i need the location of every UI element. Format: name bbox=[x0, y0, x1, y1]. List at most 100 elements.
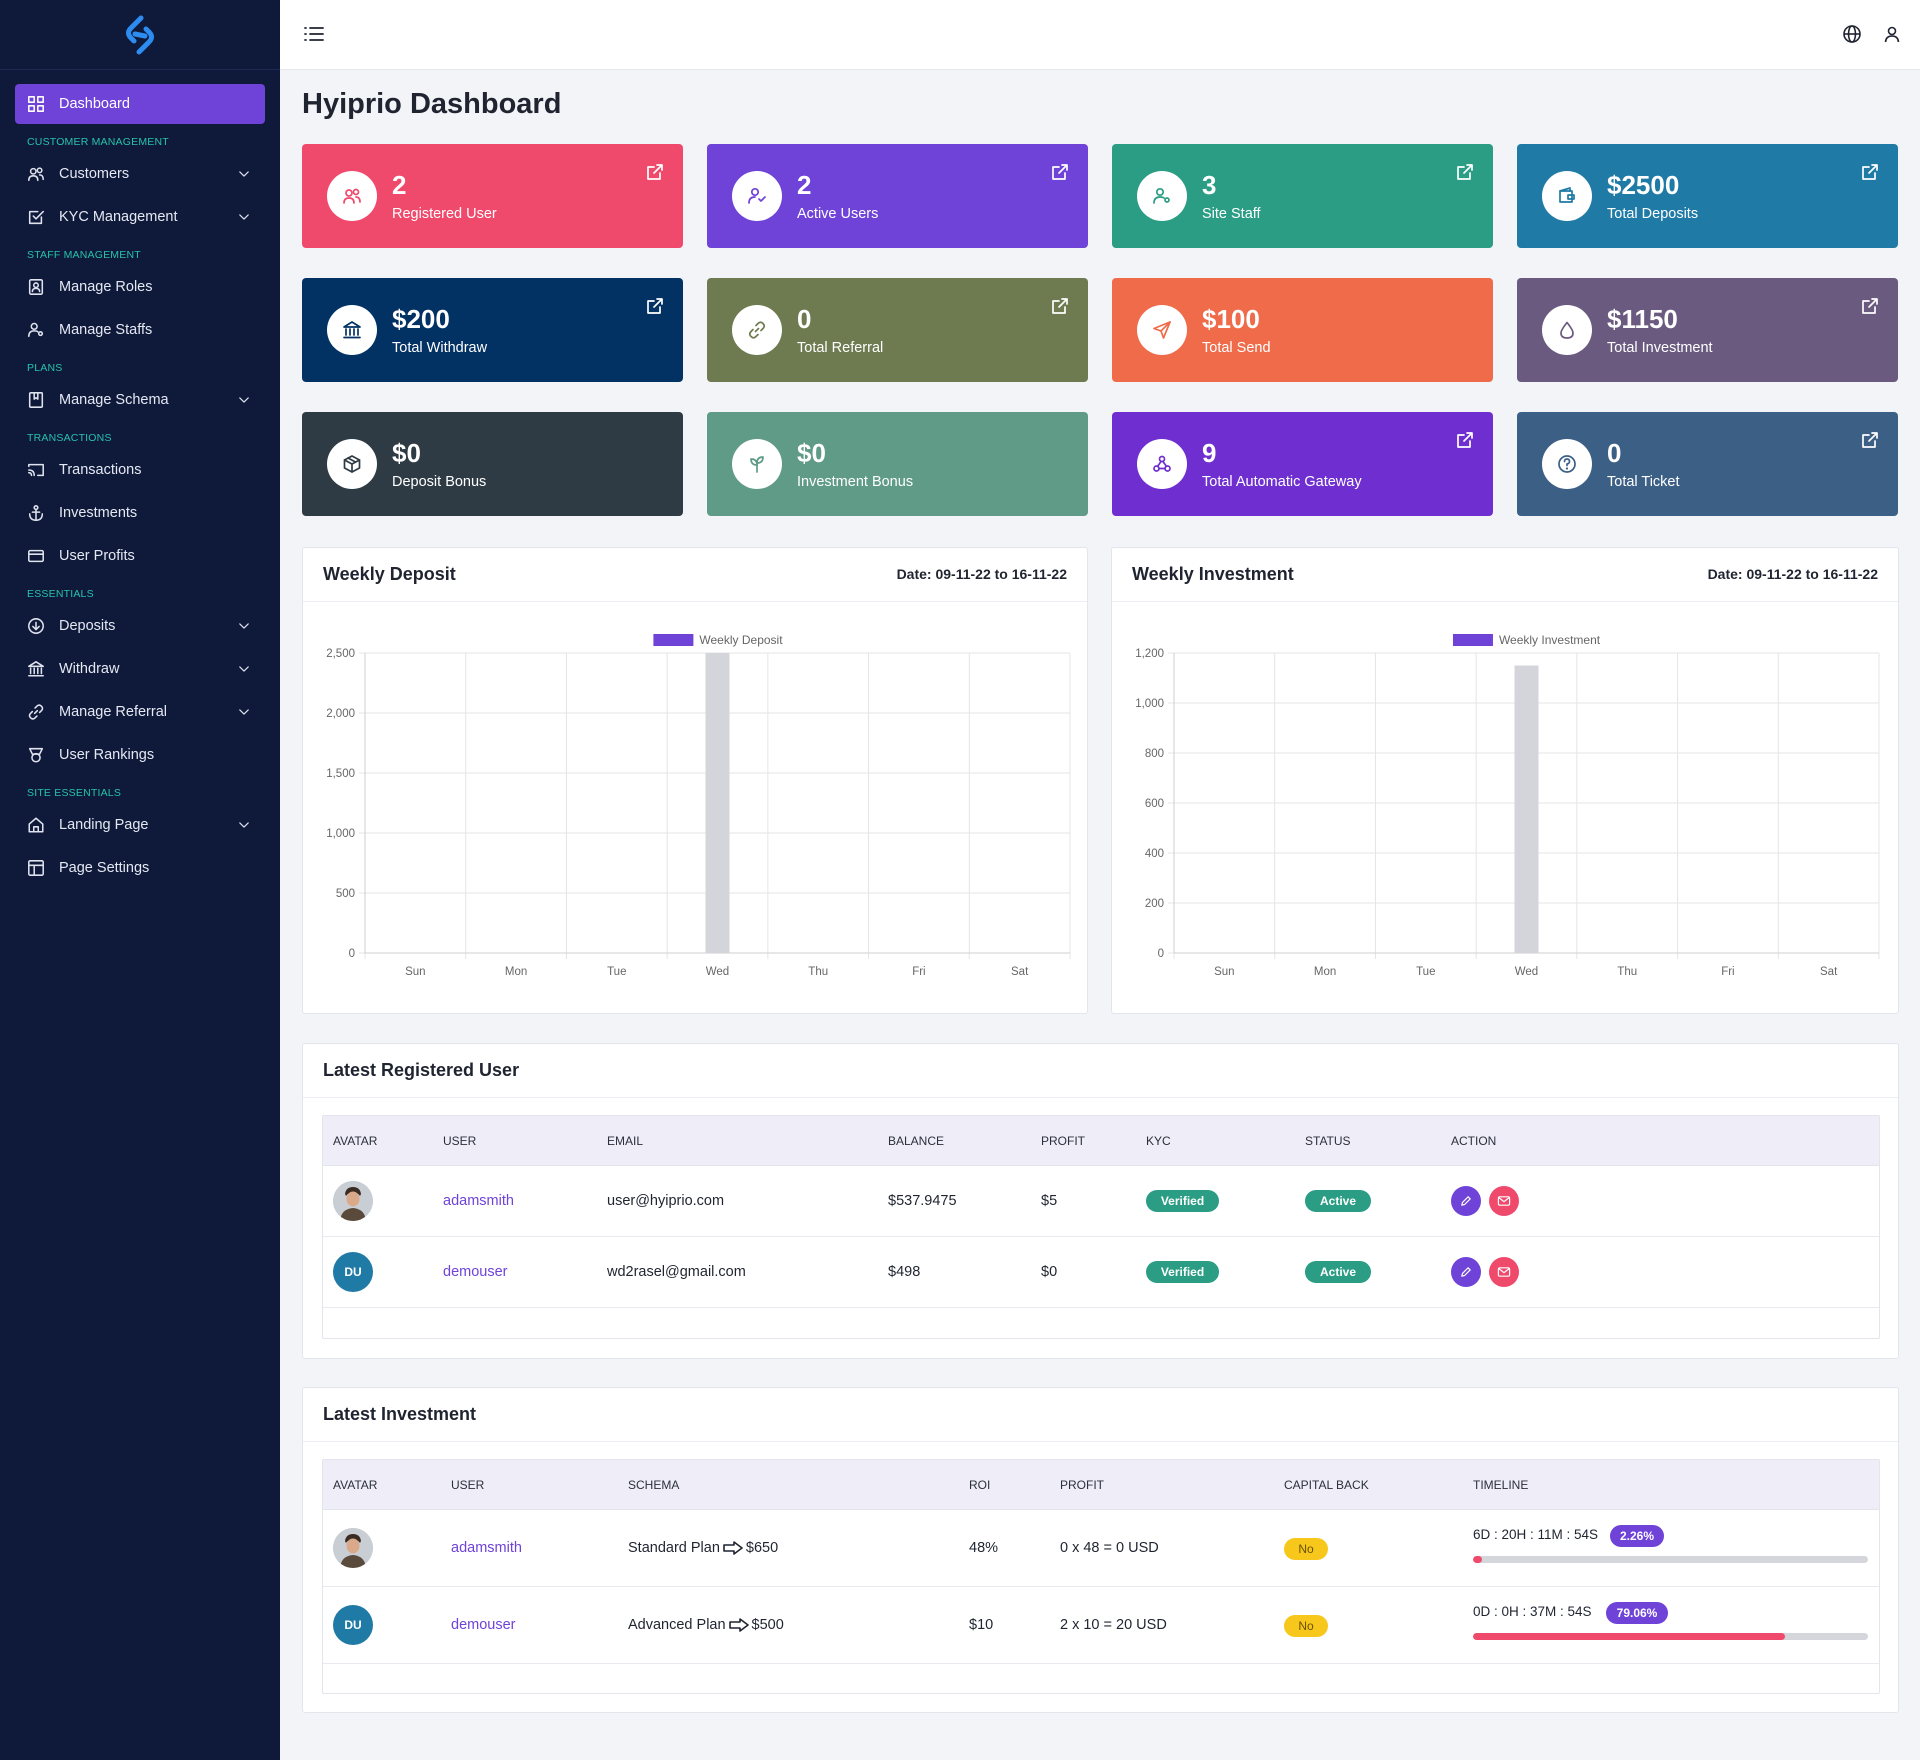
profit-cell: $0 bbox=[1041, 1264, 1058, 1280]
table-row: adamsmith user@hyiprio.com $537.9475 $5 … bbox=[323, 1166, 1879, 1237]
bank-icon bbox=[27, 660, 45, 678]
x-tick-label: Mon bbox=[1314, 966, 1336, 978]
capital-back-badge: No bbox=[1284, 1615, 1328, 1637]
sidebar-item-manage-roles[interactable]: Manage Roles bbox=[15, 267, 265, 307]
y-tick-label: 1,200 bbox=[1135, 648, 1164, 660]
edit-button[interactable] bbox=[1451, 1186, 1481, 1216]
external-link-icon[interactable] bbox=[645, 162, 665, 187]
kyc-badge: Verified bbox=[1146, 1190, 1219, 1212]
x-tick-label: Wed bbox=[706, 966, 729, 978]
stat-value: 2 bbox=[797, 170, 812, 200]
capital-back-badge: No bbox=[1284, 1538, 1328, 1560]
external-link-icon[interactable] bbox=[1455, 162, 1475, 187]
logo[interactable] bbox=[0, 0, 280, 70]
user-profile-icon[interactable] bbox=[1882, 24, 1902, 49]
weekly-investment-chart: Weekly Investment 0 200 400 600 800 1,000 1,200… bbox=[1135, 633, 1880, 978]
user-link[interactable]: demouser bbox=[451, 1617, 516, 1633]
external-link-icon[interactable] bbox=[1860, 162, 1880, 187]
anchor-icon bbox=[27, 504, 45, 522]
edit-button[interactable] bbox=[1451, 1257, 1481, 1287]
sidebar-item-label: Deposits bbox=[59, 618, 116, 634]
credit-card-icon bbox=[27, 547, 45, 565]
external-link-icon[interactable] bbox=[1860, 430, 1880, 455]
column-header: PROFIT bbox=[1041, 1134, 1085, 1148]
box-icon bbox=[327, 439, 377, 489]
schema-name: Advanced Plan bbox=[628, 1617, 726, 1633]
stat-value: 2 bbox=[392, 170, 407, 200]
table-row: DU demouser wd2rasel@gmail.com $498 $0 V… bbox=[323, 1237, 1879, 1308]
home-icon bbox=[27, 816, 45, 834]
weekly-investment-date: Date: 09-11-22 to 16-11-22 bbox=[1707, 566, 1878, 582]
stat-card-total-deposits: $2500 Total Deposits bbox=[1517, 144, 1898, 248]
sidebar-item-page-settings[interactable]: Page Settings bbox=[15, 848, 265, 888]
x-tick-label: Fri bbox=[1721, 966, 1734, 978]
stat-value: $0 bbox=[392, 438, 421, 468]
avatar bbox=[333, 1528, 373, 1568]
progress-bar-fill bbox=[1473, 1633, 1786, 1640]
topbar bbox=[280, 0, 1920, 70]
user-link[interactable]: adamsmith bbox=[443, 1193, 514, 1209]
sidebar-item-deposits[interactable]: Deposits bbox=[15, 606, 265, 646]
sidebar-section-label: CUSTOMER MANAGEMENT bbox=[27, 136, 169, 148]
external-link-icon[interactable] bbox=[1050, 296, 1070, 321]
external-link-icon[interactable] bbox=[1455, 430, 1475, 455]
sidebar-item-manage-staffs[interactable]: Manage Staffs bbox=[15, 310, 265, 350]
stat-label: Total Deposits bbox=[1607, 206, 1699, 222]
stat-label: Investment Bonus bbox=[797, 474, 914, 490]
external-link-icon[interactable] bbox=[1860, 296, 1880, 321]
sidebar-item-investments[interactable]: Investments bbox=[15, 493, 265, 533]
sidebar-item-manage-referral[interactable]: Manage Referral bbox=[15, 692, 265, 732]
grid-icon bbox=[27, 95, 45, 113]
users-table-header: AVATAR USER EMAIL BALANCE PROFIT KYC STATUS ACT… bbox=[323, 1116, 1879, 1166]
stat-value: 0 bbox=[1607, 438, 1622, 468]
sidebar: Dashboard CUSTOMER MANAGEMENT Customers KYC… bbox=[0, 0, 280, 1760]
sidebar-item-manage-schema[interactable]: Manage Schema bbox=[15, 380, 265, 420]
schema-cell: Standard Plan $650 bbox=[628, 1540, 778, 1556]
stat-value: $1150 bbox=[1607, 304, 1678, 334]
users-icon bbox=[327, 171, 377, 221]
external-link-icon[interactable] bbox=[645, 296, 665, 321]
user-link[interactable]: demouser bbox=[443, 1264, 508, 1280]
user-link[interactable]: adamsmith bbox=[451, 1540, 522, 1556]
x-tick-label: Wed bbox=[1515, 966, 1538, 978]
column-header: USER bbox=[443, 1134, 477, 1148]
latest-investment-title: Latest Investment bbox=[323, 1404, 477, 1424]
column-header: SCHEMA bbox=[628, 1478, 680, 1492]
x-tick-label: Sun bbox=[405, 966, 425, 978]
sidebar-item-label: User Rankings bbox=[59, 747, 155, 763]
x-tick-label: Tue bbox=[607, 966, 626, 978]
help-circle-icon bbox=[1542, 439, 1592, 489]
external-link-icon[interactable] bbox=[1050, 162, 1070, 187]
stat-label: Total Send bbox=[1202, 340, 1271, 356]
arrow-right-icon bbox=[723, 1541, 743, 1555]
stat-card-total-send: $100 Total Send bbox=[1112, 278, 1493, 382]
stat-value: 3 bbox=[1202, 170, 1217, 200]
avatar: DU bbox=[333, 1252, 373, 1292]
chevron-down-icon bbox=[237, 393, 251, 407]
sidebar-section-label: TRANSACTIONS bbox=[27, 432, 112, 444]
weekly-investment-title: Weekly Investment bbox=[1132, 564, 1294, 584]
sidebar-item-customers[interactable]: Customers bbox=[15, 154, 265, 194]
weekly-deposit-date: Date: 09-11-22 to 16-11-22 bbox=[896, 566, 1067, 582]
sidebar-item-user-profits[interactable]: User Profits bbox=[15, 536, 265, 576]
sidebar-item-label: Manage Roles bbox=[59, 279, 153, 295]
x-tick-label: Fri bbox=[912, 966, 925, 978]
sidebar-item-withdraw[interactable]: Withdraw bbox=[15, 649, 265, 689]
timeline-countdown: 0D : 0H : 37M : 54S bbox=[1473, 1604, 1592, 1619]
sidebar-item-kyc-management[interactable]: KYC Management bbox=[15, 197, 265, 237]
language-globe-icon[interactable] bbox=[1842, 24, 1862, 49]
layout-icon bbox=[27, 859, 45, 877]
sidebar-item-landing-page[interactable]: Landing Page bbox=[15, 805, 265, 845]
menu-toggle-icon[interactable] bbox=[304, 25, 324, 48]
send-mail-button[interactable] bbox=[1489, 1186, 1519, 1216]
sidebar-item-transactions[interactable]: Transactions bbox=[15, 450, 265, 490]
y-tick-label: 400 bbox=[1145, 848, 1164, 860]
award-icon bbox=[27, 746, 45, 764]
avatar: DU bbox=[333, 1605, 373, 1645]
sidebar-item-user-rankings[interactable]: User Rankings bbox=[15, 735, 265, 775]
sidebar-item-dashboard[interactable]: Dashboard bbox=[15, 84, 265, 124]
sidebar-section-label: ESSENTIALS bbox=[27, 588, 94, 600]
bar-wed bbox=[705, 653, 730, 953]
column-header: AVATAR bbox=[333, 1478, 378, 1492]
send-mail-button[interactable] bbox=[1489, 1257, 1519, 1287]
